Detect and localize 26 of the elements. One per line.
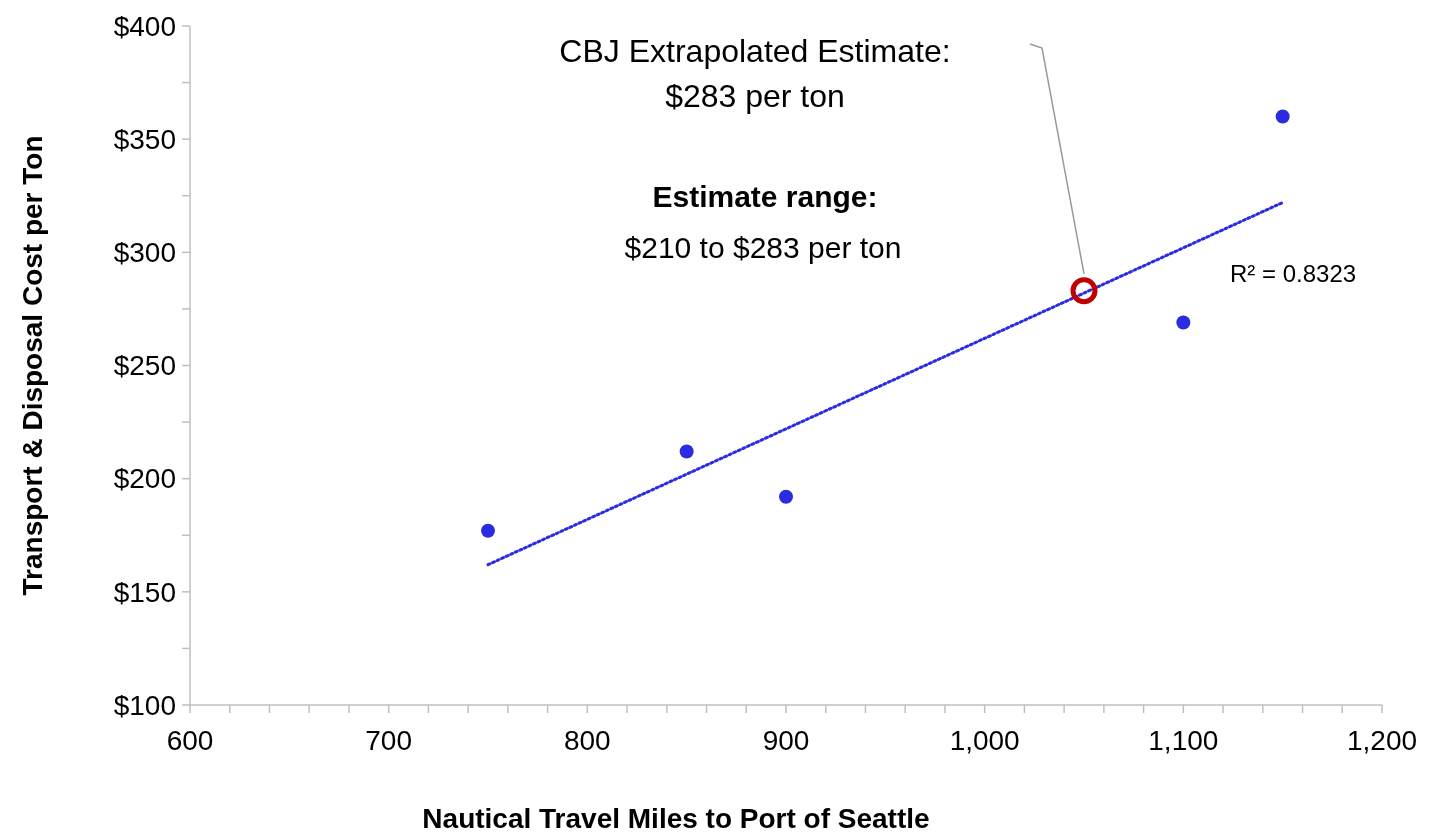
x-tick-label: 900 <box>762 725 810 756</box>
point <box>1275 109 1290 124</box>
y-tick-label: $350 <box>113 123 176 155</box>
annotation: Estimate range: <box>652 180 878 213</box>
x-axis-title: Nautical Travel Miles to Port of Seattle <box>422 803 930 834</box>
point <box>1070 277 1098 305</box>
x-tick-label: 800 <box>563 725 611 756</box>
x-tick-label: 1,100 <box>1148 725 1219 756</box>
x-tick-label: 1,000 <box>949 725 1020 756</box>
x-tick-label: 700 <box>365 725 413 756</box>
y-tick-label: $200 <box>113 463 176 495</box>
y-tick-label: $100 <box>113 689 176 721</box>
y-tick-label: $300 <box>113 237 176 269</box>
y-axis-title: Transport & Disposal Cost per Ton <box>17 135 48 596</box>
y-tick-label: $250 <box>113 350 176 382</box>
annotation: $210 to $283 per ton <box>624 231 902 264</box>
point <box>481 523 495 538</box>
point <box>679 444 694 459</box>
x-tick-label: 1,200 <box>1346 725 1418 756</box>
y-tick-label: $150 <box>113 576 176 608</box>
point <box>779 489 793 504</box>
annotation: CBJ Extrapolated Estimate: $283 per ton <box>559 33 951 114</box>
x-tick-label: 600 <box>166 725 214 756</box>
y-tick-label: $400 <box>113 10 176 42</box>
annotation: R² = 0.8323 <box>1230 260 1357 287</box>
point <box>1176 315 1191 330</box>
